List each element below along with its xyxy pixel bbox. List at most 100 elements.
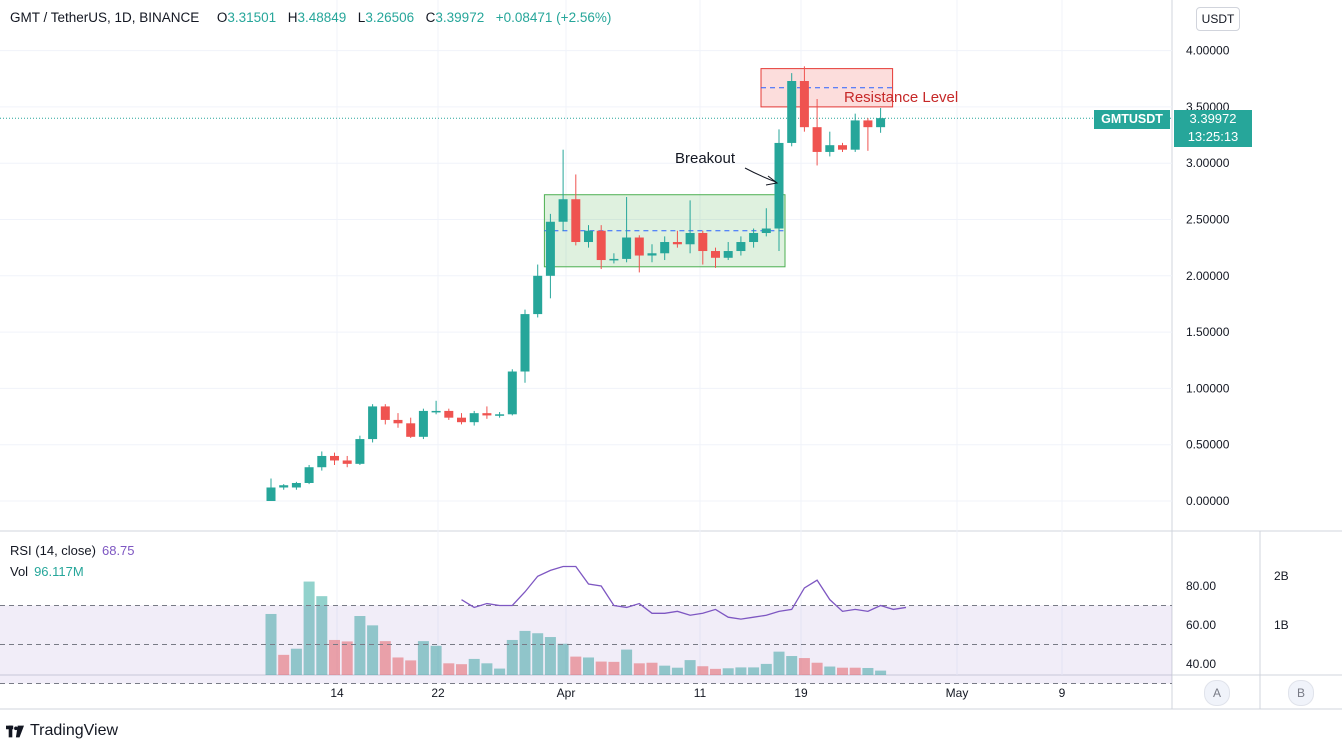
volume-bar bbox=[773, 651, 785, 675]
change-value: +0.08471 (+2.56%) bbox=[495, 10, 612, 25]
low-value: 3.26506 bbox=[365, 10, 415, 25]
volume-bar bbox=[392, 657, 404, 675]
candle bbox=[711, 251, 720, 258]
candle bbox=[736, 242, 746, 252]
candle bbox=[380, 406, 390, 420]
volume-bar bbox=[354, 616, 366, 675]
candle bbox=[431, 410, 441, 413]
volume-bar bbox=[646, 662, 658, 675]
volume-bar bbox=[430, 645, 442, 675]
tradingview-logo[interactable]: TradingView bbox=[6, 722, 118, 740]
annotations: Breakout Resistance Level bbox=[675, 89, 958, 186]
volume-bar bbox=[405, 660, 417, 675]
high-value: 3.48849 bbox=[297, 10, 347, 25]
y-tick-label: 2.50000 bbox=[1186, 213, 1230, 227]
volume-bar bbox=[621, 649, 633, 675]
volume-bar bbox=[532, 633, 544, 675]
auto-scale-button[interactable]: A bbox=[1204, 680, 1230, 706]
axes: 14 22 Apr 11 19 May 9 0.00000 0.50000 1.00000 1.50… bbox=[330, 44, 1288, 700]
candle bbox=[558, 199, 568, 222]
candle bbox=[418, 410, 428, 437]
low-label: L bbox=[357, 10, 366, 25]
candle bbox=[596, 230, 606, 261]
candle bbox=[368, 406, 378, 440]
candle bbox=[774, 142, 784, 229]
candle bbox=[266, 487, 276, 501]
candle bbox=[457, 417, 466, 423]
rsi-legend-label: RSI (14, close) bbox=[10, 543, 96, 558]
candle bbox=[723, 251, 733, 258]
volume-bar bbox=[468, 658, 480, 675]
volume-bar bbox=[443, 663, 455, 675]
volume-tick-label: 1B bbox=[1274, 618, 1289, 632]
candle bbox=[850, 120, 860, 150]
candle bbox=[749, 233, 759, 243]
last-price-value: 3.39972 bbox=[1189, 111, 1237, 126]
last-price-badge: 3.39972 13:25:13 bbox=[1174, 110, 1252, 147]
volume-bar bbox=[608, 661, 620, 675]
volume-bar bbox=[583, 657, 594, 675]
volume-bar bbox=[862, 667, 874, 675]
volume-bar bbox=[735, 667, 747, 675]
rsi-legend-value: 68.75 bbox=[101, 543, 135, 558]
currency-button[interactable]: USDT bbox=[1196, 7, 1240, 31]
candle bbox=[647, 253, 657, 256]
volume-tick-label: 2B bbox=[1274, 569, 1289, 583]
volume-bar bbox=[329, 639, 340, 675]
x-tick-label: 11 bbox=[694, 686, 707, 700]
candle bbox=[495, 414, 505, 416]
candle bbox=[698, 233, 708, 252]
breakout-arrow bbox=[744, 167, 777, 183]
candle bbox=[876, 118, 886, 128]
candle bbox=[622, 237, 632, 259]
candle bbox=[406, 423, 416, 437]
volume-bar bbox=[557, 643, 569, 675]
y-tick-label: 2.00000 bbox=[1186, 269, 1230, 283]
volume-bar bbox=[506, 639, 518, 675]
tradingview-brand: TradingView bbox=[30, 722, 119, 739]
y-tick-label: 0.00000 bbox=[1186, 494, 1230, 508]
close-value: 3.39972 bbox=[435, 10, 485, 25]
y-tick-label: 4.00000 bbox=[1186, 44, 1230, 58]
b-button[interactable]: B bbox=[1288, 680, 1314, 706]
candle bbox=[672, 242, 682, 245]
x-tick-label: 14 bbox=[330, 686, 344, 700]
x-tick-label: 22 bbox=[431, 686, 445, 700]
volume-bar bbox=[786, 656, 798, 675]
candle bbox=[342, 460, 352, 464]
candles bbox=[266, 66, 886, 501]
volume-legend[interactable]: Vol 96.117M bbox=[10, 564, 84, 579]
volume-bar bbox=[519, 630, 531, 675]
candle bbox=[533, 275, 543, 315]
volume-bar bbox=[570, 656, 582, 675]
rsi-pane bbox=[0, 565, 1172, 684]
resistance-label: Resistance Level bbox=[844, 89, 958, 106]
candle bbox=[571, 199, 581, 243]
x-tick-label: 9 bbox=[1059, 686, 1066, 700]
open-label: O bbox=[216, 10, 228, 25]
y-tick-label: 3.00000 bbox=[1186, 156, 1230, 170]
rsi-tick-label: 40.00 bbox=[1186, 657, 1216, 671]
candle bbox=[545, 221, 555, 276]
candle bbox=[634, 237, 644, 256]
candle bbox=[787, 81, 797, 143]
bar-countdown: 13:25:13 bbox=[1187, 129, 1239, 144]
volume-bar bbox=[303, 581, 315, 675]
open-value: 3.31501 bbox=[227, 10, 277, 25]
breakout-arrowhead bbox=[765, 175, 779, 186]
volume-bar bbox=[710, 668, 721, 675]
volume-bar bbox=[316, 596, 328, 675]
volume-bar bbox=[494, 668, 506, 675]
volume-bar bbox=[684, 660, 696, 675]
volume-bar bbox=[290, 648, 302, 675]
symbol-title[interactable]: GMT / TetherUS, 1D, BINANCE bbox=[10, 10, 200, 25]
volume-bar bbox=[659, 665, 671, 675]
candle bbox=[355, 439, 365, 464]
volume-legend-label: Vol bbox=[10, 564, 29, 579]
candle bbox=[838, 145, 847, 150]
volume-bar bbox=[481, 663, 493, 675]
rsi-legend[interactable]: RSI (14, close) 68.75 bbox=[10, 543, 135, 558]
volume-bar bbox=[671, 667, 683, 675]
close-label: C bbox=[425, 10, 436, 25]
